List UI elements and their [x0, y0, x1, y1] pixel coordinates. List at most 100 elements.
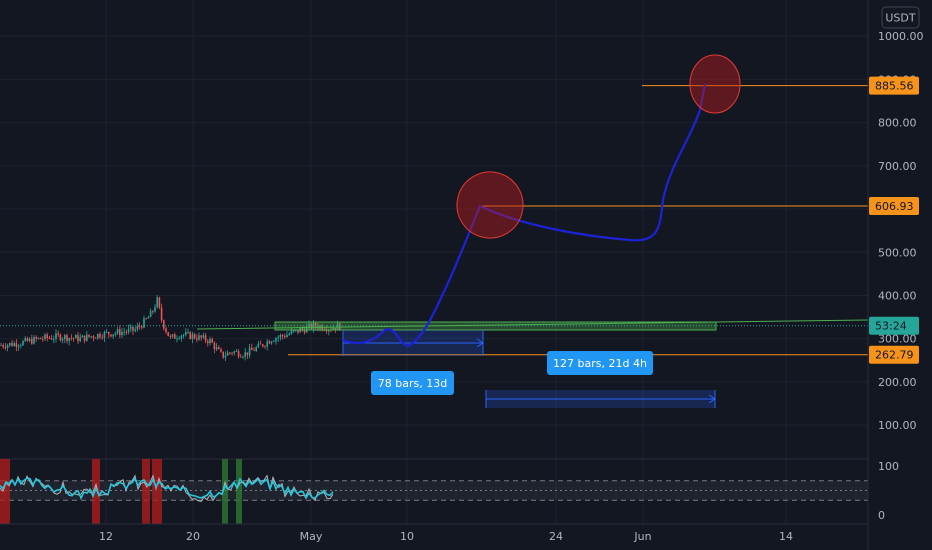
candle-body — [134, 329, 136, 331]
oscillator-highlight — [236, 459, 242, 524]
candle — [123, 327, 125, 336]
candle — [92, 335, 95, 342]
candle — [154, 303, 156, 313]
candle-body — [101, 337, 103, 339]
candle — [235, 348, 238, 352]
date-range-2[interactable] — [485, 390, 716, 408]
candle — [209, 336, 211, 346]
price-tag-label: 53:24 — [875, 320, 907, 333]
candle-body — [209, 338, 211, 344]
consolidation-box[interactable] — [274, 321, 717, 331]
candle-body — [94, 337, 97, 339]
x-tick-label: Jun — [633, 530, 651, 543]
candle — [83, 335, 86, 344]
candle — [187, 328, 189, 334]
y-tick-label: 100.00 — [878, 419, 917, 432]
projection-path[interactable] — [342, 83, 707, 348]
candle-body — [198, 335, 200, 340]
candle-body — [226, 352, 229, 356]
candle — [66, 333, 68, 344]
candle — [218, 345, 220, 350]
candle — [286, 331, 288, 338]
candle-body — [176, 338, 178, 340]
candle-body — [64, 335, 66, 340]
candle — [132, 326, 134, 335]
candle — [266, 339, 268, 351]
candle-body — [224, 355, 227, 358]
currency-badge[interactable]: USDT — [881, 6, 920, 29]
candle — [44, 333, 46, 341]
candle — [246, 352, 249, 359]
range-label-2[interactable]: 127 bars, 21d 4h — [547, 351, 653, 375]
candle — [226, 350, 229, 356]
candle-body — [15, 343, 18, 347]
candle-body — [147, 316, 150, 319]
candle — [121, 327, 123, 339]
candle-body — [145, 318, 147, 320]
oscillator-highlight — [92, 459, 100, 524]
candle — [213, 341, 216, 354]
candle — [81, 334, 84, 338]
candle — [24, 336, 26, 343]
highlight-ellipse-2[interactable] — [689, 54, 741, 114]
candle — [202, 332, 205, 340]
candle — [130, 324, 132, 333]
candle-body — [152, 310, 154, 312]
candle-body — [312, 323, 315, 329]
candle — [55, 329, 57, 343]
candle — [116, 327, 119, 335]
candle — [48, 336, 51, 340]
x-tick-label: 20 — [186, 530, 200, 543]
candle-body — [20, 345, 22, 347]
candle-body — [314, 323, 317, 327]
candle — [290, 327, 293, 335]
candle-body — [13, 343, 15, 346]
candle-body — [301, 328, 304, 330]
candle — [174, 332, 176, 339]
candle-body — [72, 338, 75, 339]
candle — [68, 337, 70, 346]
price-tags: 885.56 606.93 53:24 262.79 — [869, 76, 919, 364]
candle-body — [99, 333, 101, 338]
candle — [33, 334, 35, 345]
price-tag: 262.79 — [869, 345, 919, 364]
candle-body — [281, 335, 284, 337]
candle — [240, 353, 242, 358]
candle — [262, 343, 264, 348]
candle — [251, 343, 253, 350]
candle-body — [53, 338, 55, 340]
time-axis[interactable]: 12 20 May 10 24 Jun 14 — [99, 530, 793, 543]
candle-body — [26, 338, 29, 342]
candle-body — [112, 334, 114, 337]
candle-body — [92, 336, 95, 338]
candle-body — [66, 335, 68, 342]
drawings[interactable]: 78 bars, 13d 127 bars, 21d 4h — [0, 54, 869, 408]
candle-body — [279, 335, 282, 338]
price-tag-bg — [869, 197, 919, 216]
candle-body — [292, 330, 295, 332]
candle-body — [61, 339, 64, 341]
candle — [149, 308, 152, 318]
y-tick-label: 300.00 — [878, 333, 917, 346]
price-tag-bg — [869, 316, 919, 335]
candle-body — [33, 336, 35, 344]
candle — [110, 334, 112, 338]
trend-line[interactable] — [196, 319, 869, 330]
candle-body — [253, 349, 255, 351]
price-tag: 885.56 — [869, 76, 919, 95]
candle — [112, 334, 114, 339]
candle — [222, 351, 224, 359]
candle — [189, 331, 191, 340]
candle — [15, 339, 18, 352]
x-tick-label: 24 — [549, 530, 563, 543]
candle — [220, 347, 222, 353]
candle — [169, 334, 172, 340]
candle-body — [171, 334, 174, 337]
range-label-1[interactable]: 78 bars, 13d — [371, 371, 454, 395]
highlight-ellipse-1[interactable] — [450, 165, 531, 246]
candle — [9, 342, 11, 348]
candle-body — [169, 336, 172, 337]
candle-body — [86, 334, 88, 341]
candle — [310, 322, 312, 331]
